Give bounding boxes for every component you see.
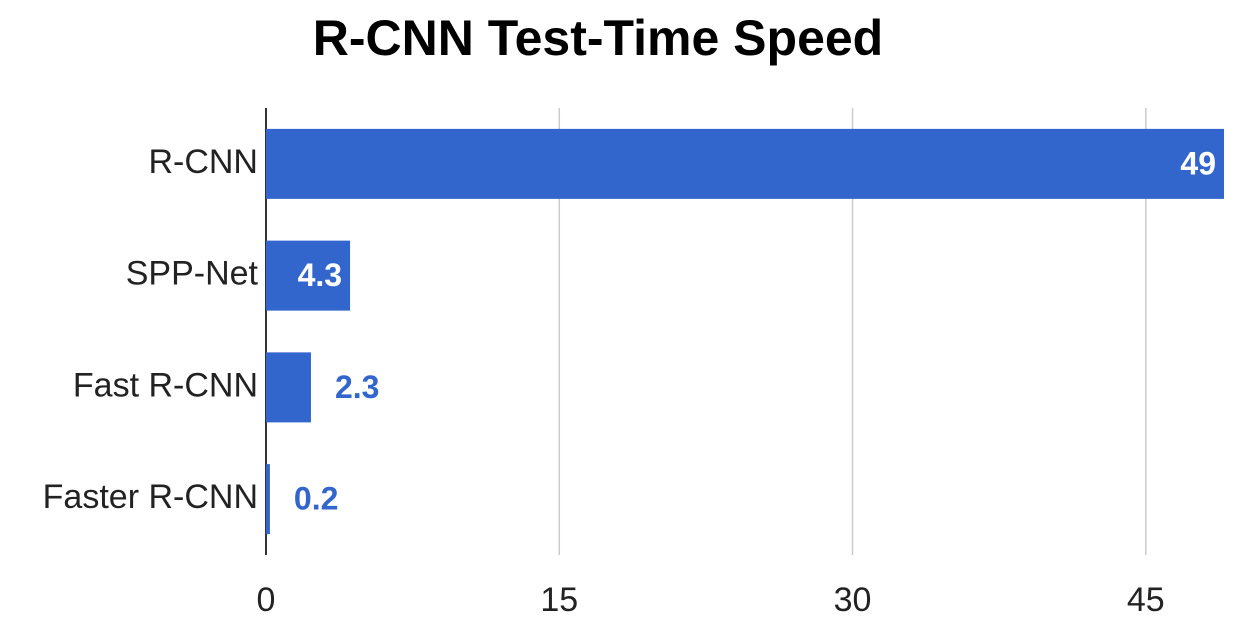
x-tick-label: 0 [257,581,276,619]
x-tick-label: 30 [834,581,872,619]
y-tick-label: SPP-Net [126,255,259,293]
bar [266,464,270,535]
data-label: 49 [1180,145,1216,181]
data-label: 0.2 [294,481,338,517]
chart-title: R-CNN Test-Time Speed [313,10,883,66]
y-tick-label: Fast R-CNN [73,366,258,404]
bar [266,240,351,311]
x-tick-label: 45 [1127,581,1165,619]
bar [266,352,311,423]
y-tick-label: Faster R-CNN [43,478,258,516]
data-label: 4.3 [298,257,342,293]
y-tick-label: R-CNN [148,143,258,181]
data-label: 2.3 [335,369,379,405]
bar [266,128,1224,199]
x-tick-label: 15 [540,581,578,619]
